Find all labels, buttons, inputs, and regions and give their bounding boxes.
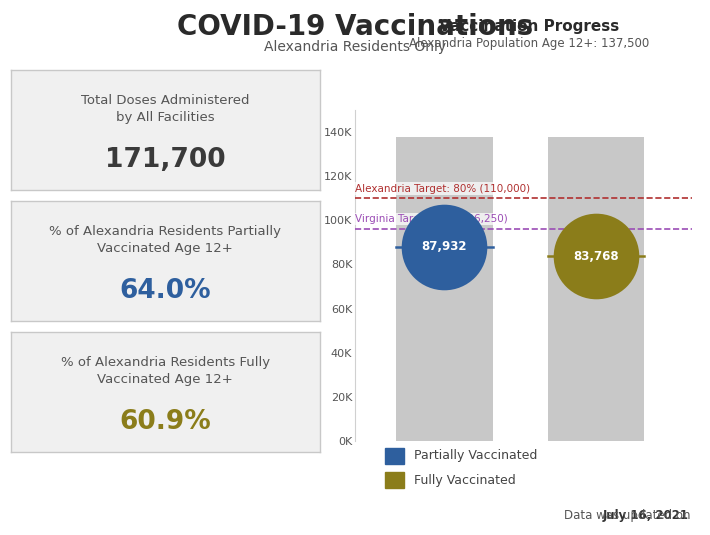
Text: Alexandria Target: 80% (110,000): Alexandria Target: 80% (110,000) [355,184,530,194]
Point [590,252,601,261]
Bar [386,472,405,488]
Text: Fully Vaccinated: Fully Vaccinated [414,474,515,487]
Text: Partially Vaccinated: Partially Vaccinated [414,449,537,462]
Text: Data was updated on: Data was updated on [564,509,694,522]
Text: COVID-19 Vaccinations: COVID-19 Vaccinations [177,13,533,41]
Text: Alexandria Residents Only: Alexandria Residents Only [264,40,446,54]
Text: Total Doses Administered
by All Facilities: Total Doses Administered by All Faciliti… [81,94,249,124]
Text: 171,700: 171,700 [105,147,225,173]
Text: % of Alexandria Residents Partially
Vaccinated Age 12+: % of Alexandria Residents Partially Vacc… [49,225,281,255]
Text: Alexandria Population Age 12+: 137,500: Alexandria Population Age 12+: 137,500 [409,37,649,50]
Text: Vaccination Progress: Vaccination Progress [439,19,619,34]
Bar [386,448,405,464]
Text: 64.0%: 64.0% [119,278,211,304]
Point [439,243,450,251]
Text: 83,768: 83,768 [573,250,618,263]
Text: Virginia Target: 70% (96,250): Virginia Target: 70% (96,250) [355,214,508,224]
Text: 87,932: 87,932 [422,240,467,254]
Bar [547,137,644,441]
Text: July 16, 2021: July 16, 2021 [603,509,689,522]
Text: 60.9%: 60.9% [119,409,211,435]
Text: % of Alexandria Residents Fully
Vaccinated Age 12+: % of Alexandria Residents Fully Vaccinat… [60,356,270,386]
Bar [396,137,493,441]
